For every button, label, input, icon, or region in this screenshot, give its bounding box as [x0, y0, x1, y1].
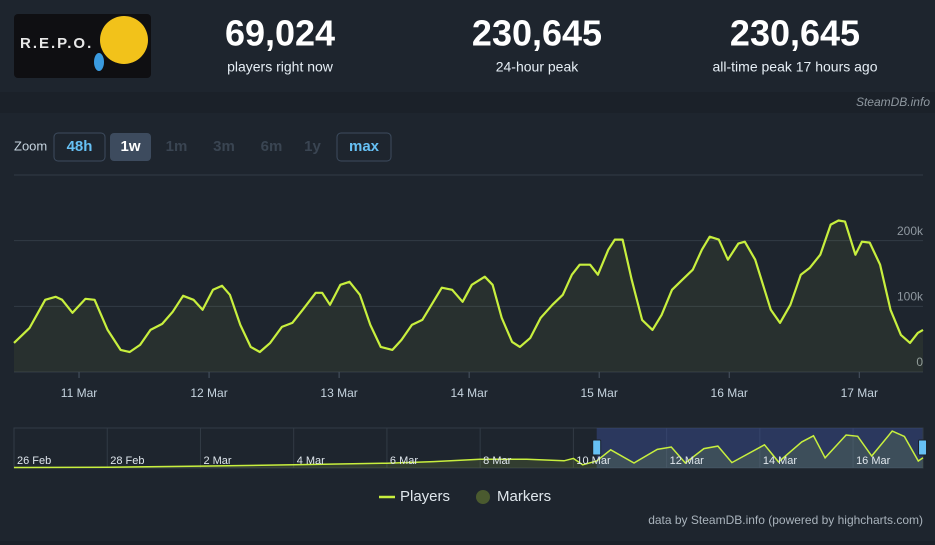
zoom-button-label[interactable]: max	[349, 138, 380, 155]
zoom-button[interactable]	[110, 133, 151, 161]
logo: R.E.P.O.	[14, 14, 151, 78]
legend-label: Players	[400, 488, 450, 505]
zoom-button-label[interactable]: 1w	[120, 138, 140, 155]
logo-text: R.E.P.O.	[20, 35, 93, 52]
navigator-tick-label: 28 Feb	[110, 455, 144, 467]
y-tick-label: 100k	[897, 290, 924, 304]
legend-label: Markers	[497, 488, 551, 505]
series-area	[14, 220, 923, 372]
zoom-button[interactable]	[53, 132, 106, 162]
header	[0, 0, 935, 92]
x-tick-label: 14 Mar	[450, 386, 487, 400]
source: SteamDB.info	[856, 95, 930, 109]
navigator-line	[13, 430, 924, 469]
navigator-tick-label: 4 Mar	[297, 455, 325, 467]
navigator-tick-label: 10 Mar	[576, 455, 611, 467]
x-tick-label: 15 Mar	[581, 386, 618, 400]
y-tick-label: 0	[916, 355, 923, 369]
y-tick-label: 200k	[897, 224, 924, 238]
navigator-handle[interactable]	[592, 439, 602, 456]
navigator-tick-label: 14 Mar	[763, 455, 798, 467]
x-tick-label: 17 Mar	[841, 386, 878, 400]
zoom-button-label[interactable]: 3m	[213, 138, 235, 155]
x-tick-label: 16 Mar	[711, 386, 748, 400]
navigator-tick-label: 2 Mar	[203, 455, 231, 467]
stat-label: 24-hour peak	[496, 59, 580, 75]
logo-face	[100, 16, 148, 64]
series-line	[13, 219, 924, 354]
zoom-button-label[interactable]: 48h	[67, 138, 93, 155]
stat-value: 230,645	[472, 13, 602, 54]
stat-label: all-time peak 17 hours ago	[713, 59, 878, 75]
zoom-button-label[interactable]: 1y	[304, 138, 321, 155]
navigator-tick-label: 6 Mar	[390, 455, 418, 467]
navigator-area	[14, 431, 923, 468]
zoom-button-label[interactable]: 6m	[261, 138, 283, 155]
stat-value: 230,645	[730, 13, 860, 54]
zoom-button-label[interactable]: 1m	[166, 138, 188, 155]
zoom-label: Zoom	[14, 138, 47, 153]
zoom-button[interactable]	[336, 132, 392, 162]
navigator-tick-label: 16 Mar	[856, 455, 891, 467]
legend-marker	[476, 490, 490, 504]
stat-value: 69,024	[225, 13, 335, 54]
navigator-tick-label: 12 Mar	[670, 455, 705, 467]
navigator-tick-label: 8 Mar	[483, 455, 511, 467]
zoom-buttons: 48h 1w 1m 3m 6m 1y max	[53, 132, 392, 162]
stat-label: players right now	[227, 59, 334, 75]
logo-tear	[94, 53, 104, 71]
x-tick-label: 12 Mar	[190, 386, 227, 400]
x-tick-label: 13 Mar	[320, 386, 357, 400]
navigator-tick-label: 26 Feb	[17, 455, 51, 467]
navigator-handle[interactable]	[918, 439, 928, 456]
x-tick-label: 11 Mar	[61, 386, 97, 400]
credits: data by SteamDB.info (powered by highcha…	[648, 513, 923, 527]
